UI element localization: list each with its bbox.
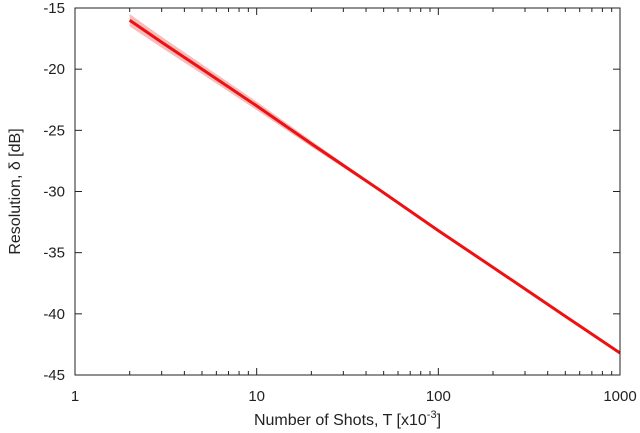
y-tick-label: -30 <box>43 184 65 201</box>
x-tick-label: 10 <box>248 388 265 405</box>
y-axis-title: Resolution, δ [dB] <box>7 128 24 254</box>
y-tick-label: -45 <box>43 367 65 384</box>
x-axis-title: Number of Shots, T [x10-3] <box>254 409 441 429</box>
tick-labels-layer: 1 10 100 1000 -15 -20 -25 -30 -35 -40 -45 <box>43 0 636 405</box>
x-tick-label: 100 <box>426 388 451 405</box>
y-tick-label: -20 <box>43 61 65 78</box>
ticks-layer <box>74 7 621 376</box>
series-line-layer <box>128 18 621 355</box>
x-tick-label: 1 <box>71 388 79 405</box>
y-tick-label: -15 <box>43 0 65 17</box>
plot-frame <box>74 7 621 376</box>
y-tick-label: -40 <box>43 306 65 323</box>
series-line <box>128 18 621 355</box>
y-tick-label: -35 <box>43 245 65 262</box>
confidence-band-layer <box>129 14 620 354</box>
confidence-band <box>129 14 620 354</box>
y-tick-label: -25 <box>43 122 65 139</box>
x-tick-label: 1000 <box>603 388 636 405</box>
